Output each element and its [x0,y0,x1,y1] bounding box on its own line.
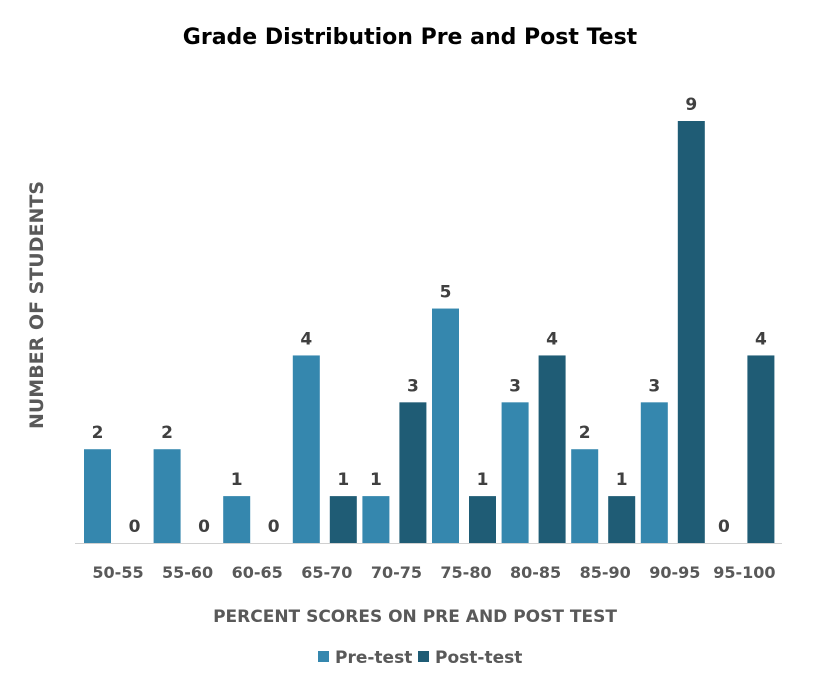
pre-test-bar [501,402,529,543]
data-label: 5 [440,283,452,303]
data-label: 9 [685,95,697,115]
data-label: 1 [370,470,382,490]
data-label: 2 [579,423,591,443]
y-axis-label: NUMBER OF STUDENTS [26,181,48,429]
pre-test-bar [292,355,320,543]
post-test-bar [399,402,427,543]
data-label: 1 [337,470,349,490]
legend-swatch [418,651,429,662]
legend-label: Pre-test [335,648,412,668]
pre-test-bar [640,402,668,543]
data-label: 3 [509,376,521,396]
data-label: 2 [92,423,104,443]
pre-test-bar [84,449,111,543]
x-tick-label: 90-95 [649,563,700,582]
post-test-bar [469,496,496,543]
data-label: 2 [161,423,173,443]
x-tick-label: 75-80 [440,563,491,582]
post-test-bar [329,496,357,543]
data-label: 3 [407,376,419,396]
data-label: 0 [268,517,280,537]
data-label: 3 [648,376,660,396]
x-axis-label: PERCENT SCORES ON PRE AND POST TEST [213,607,617,627]
post-test-bar [747,355,775,543]
x-tick-label: 70-75 [371,563,422,582]
x-tick-label: 50-55 [92,563,143,582]
pre-test-bar [223,496,251,543]
post-test-bar [538,355,566,543]
pre-test-bar [571,449,599,543]
pre-test-bar [432,308,459,543]
chart-title: Grade Distribution Pre and Post Test [183,25,638,50]
post-test-bar [608,496,636,543]
data-label: 0 [718,517,730,537]
data-label: 0 [198,517,210,537]
x-tick-label: 65-70 [301,563,352,582]
data-label: 0 [129,517,141,537]
x-tick-label: 85-90 [580,563,631,582]
legend-label: Post-test [435,648,522,668]
post-test-bar [677,121,705,543]
data-label: 1 [231,470,243,490]
data-label: 4 [300,329,312,349]
legend-swatch [318,651,329,662]
data-label: 1 [477,470,489,490]
x-tick-label: 80-85 [510,563,561,582]
x-tick-label: 95-100 [713,563,775,582]
data-label: 4 [546,329,558,349]
pre-test-bar [153,449,181,543]
data-label: 4 [755,329,767,349]
pre-test-bar [362,496,390,543]
x-tick-label: 60-65 [232,563,283,582]
data-label: 1 [616,470,628,490]
x-tick-label: 55-60 [162,563,213,582]
